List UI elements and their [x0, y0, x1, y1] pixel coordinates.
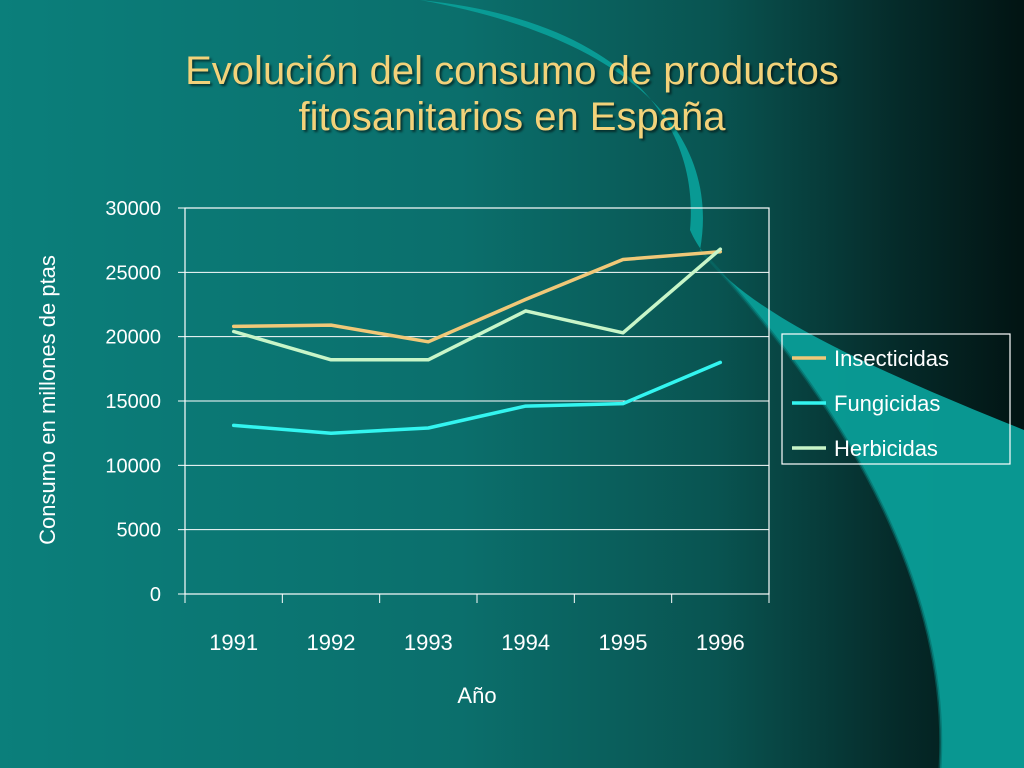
series-line-herbicidas — [231, 247, 723, 362]
legend-label-fungicidas: Fungicidas — [834, 391, 940, 416]
y-axis-label: Consumo en millones de ptas — [35, 255, 60, 545]
legend-label-insecticidas: Insecticidas — [834, 346, 949, 371]
x-tick-label: 1991 — [209, 630, 258, 655]
x-axis-label: Año — [457, 683, 496, 708]
legend-box — [781, 333, 1011, 465]
y-axis-ticks: 0 5000 10000 15000 20000 25000 30000 — [105, 198, 185, 606]
y-tick-label: 10000 — [105, 455, 161, 477]
legend-label-herbicidas: Herbicidas — [834, 436, 938, 461]
slide-title-line-1: Evolución del consumo de productos — [185, 49, 839, 93]
x-tick-label: 1996 — [696, 630, 745, 655]
y-tick-label: 30000 — [105, 198, 161, 220]
slide-title-line-2: fitosanitarios en España — [298, 95, 726, 139]
y-tick-label: 15000 — [105, 391, 161, 413]
series-lines — [231, 247, 723, 435]
x-tick-label: 1993 — [404, 630, 453, 655]
x-axis-ticks: 1991 1992 1993 1994 1995 1996 — [184, 594, 770, 655]
x-tick-label: 1992 — [307, 630, 356, 655]
series-line-insecticidas — [231, 249, 723, 344]
x-tick-label: 1994 — [501, 630, 550, 655]
series-line-fungicidas — [231, 360, 723, 435]
y-tick-label: 0 — [150, 584, 161, 606]
x-tick-label: 1995 — [599, 630, 648, 655]
y-tick-label: 25000 — [105, 262, 161, 284]
slide-title: Evolución del consumo de productos fitos… — [60, 48, 964, 140]
legend: Insecticidas Fungicidas Herbicidas — [781, 333, 1011, 465]
y-tick-label: 20000 — [105, 327, 161, 349]
y-tick-label: 5000 — [117, 520, 162, 542]
